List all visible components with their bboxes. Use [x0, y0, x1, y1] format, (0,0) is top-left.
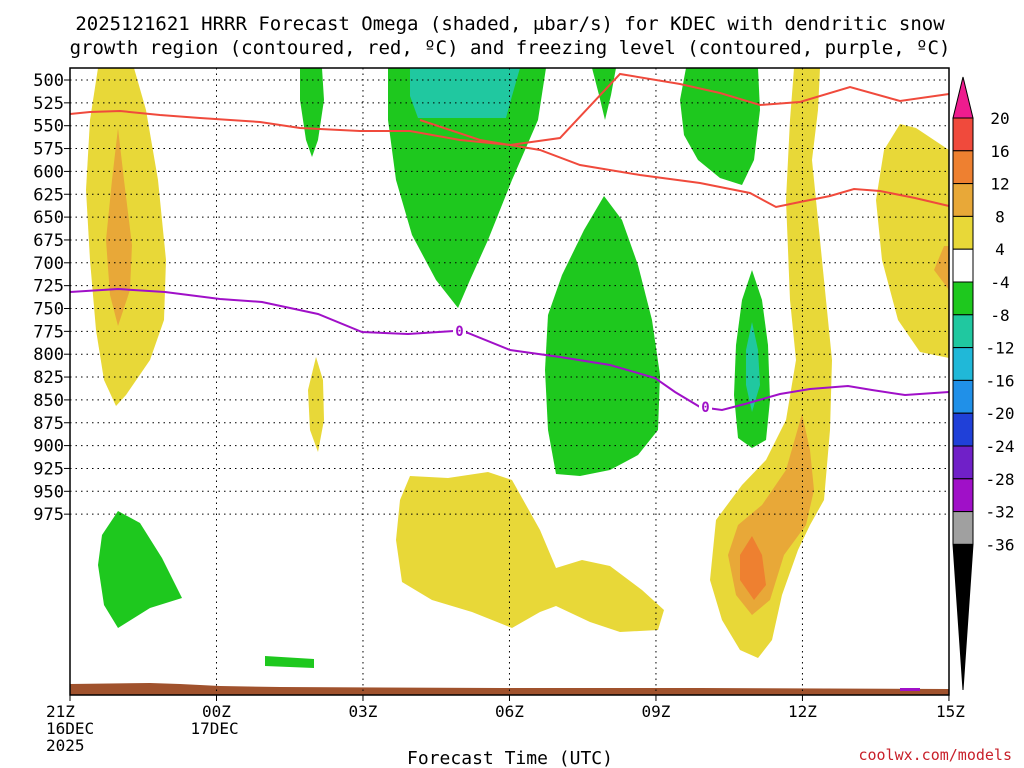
- colorbar: 20 16 12 8 4 -4 -8 -12 -16 -20 -24 -28 -32 -36: [952, 76, 1015, 691]
- x-tick-label: 21Z: [46, 702, 75, 721]
- credit-text: coolwx.com/models: [858, 746, 1012, 764]
- omega-region-upward-1: [388, 68, 546, 308]
- colorbar-segment: [952, 248, 974, 283]
- y-tick-label: 850: [33, 391, 64, 411]
- colorbar-label: -36: [986, 535, 1015, 554]
- dgz-contour-bottom: [419, 119, 950, 209]
- y-tick-label: 675: [33, 231, 64, 251]
- colorbar-segment: [952, 215, 974, 250]
- chart-subtitle: growth region (contoured, red, ºC) and f…: [70, 37, 951, 59]
- chart-title: 2025121621 HRRR Forecast Omega (shaded, …: [75, 13, 945, 35]
- colorbar-label: -12: [986, 339, 1015, 358]
- x-tick-label: 15Z: [936, 702, 965, 721]
- y-tick-label: 650: [33, 208, 64, 228]
- omega-region-downward-7: [740, 536, 766, 600]
- x-tick-label: 16DEC: [46, 719, 94, 738]
- freezing-label-bg-1: [453, 322, 466, 339]
- x-tick-label: 17DEC: [190, 719, 238, 738]
- terrain-marker: [900, 688, 920, 691]
- dgz-contour-top: [69, 72, 950, 147]
- colorbar-label: -16: [986, 371, 1015, 390]
- omega-region-downward-2: [106, 128, 132, 326]
- colorbar-label: 16: [990, 142, 1009, 161]
- omega-region-downward-4: [396, 472, 664, 632]
- x-tick-label: 03Z: [349, 702, 378, 721]
- y-tick-label: 550: [33, 117, 64, 137]
- freezing-label-2: 0: [701, 400, 709, 416]
- y-tick-label: 525: [33, 94, 64, 114]
- y-tick-label: 500: [33, 71, 64, 91]
- y-tick-label: 975: [33, 505, 64, 525]
- y-tick-label: 875: [33, 414, 64, 434]
- colorbar-segment: [952, 183, 974, 217]
- omega-region-upward-5: [680, 68, 760, 185]
- freezing-level-contour: [69, 287, 950, 412]
- y-tick-label: 775: [33, 322, 64, 342]
- freezing-label-bg-2: [699, 398, 712, 415]
- colorbar-segment: [952, 445, 974, 480]
- colorbar-segment: [952, 543, 974, 691]
- x-axis-title: Forecast Time (UTC): [407, 748, 613, 768]
- y-tick-label: 600: [33, 162, 64, 182]
- colorbar-segment: [952, 117, 974, 152]
- colorbar-label: 12: [990, 175, 1009, 194]
- omega-region-upward-2: [410, 68, 520, 118]
- y-tick-label: 925: [33, 459, 64, 479]
- omega-shading: [70, 68, 949, 695]
- omega-region-downward-9: [934, 246, 949, 290]
- omega-region-upward-3: [300, 68, 324, 157]
- colorbar-segment: [952, 412, 974, 447]
- colorbar-segment: [952, 347, 974, 381]
- colorbar-segment: [952, 511, 974, 545]
- y-tick-label: 900: [33, 437, 64, 457]
- omega-region-downward-8: [876, 124, 949, 358]
- colorbar-label: -4: [990, 273, 1009, 292]
- freezing-label-1: 0: [455, 324, 463, 340]
- colorbar-label: -20: [986, 404, 1015, 423]
- x-tick-label: 00Z: [202, 702, 231, 721]
- colorbar-label: -28: [986, 470, 1015, 489]
- colorbar-label: 4: [995, 240, 1005, 259]
- colorbar-label: 8: [995, 207, 1005, 226]
- omega-region-upward-9: [98, 511, 182, 628]
- colorbar-label: -24: [986, 437, 1015, 456]
- y-tick-label: 950: [33, 482, 64, 502]
- colorbar-segment: [952, 314, 974, 349]
- y-tick-label: 625: [33, 185, 64, 205]
- x-tick-label: 2025: [46, 736, 85, 755]
- y-tick-label: 700: [33, 254, 64, 274]
- y-tick-label: 575: [33, 140, 64, 160]
- colorbar-segment: [952, 76, 974, 119]
- colorbar-segment: [952, 281, 974, 316]
- x-tick-label: 12Z: [788, 702, 817, 721]
- y-tick-label: 750: [33, 300, 64, 320]
- colorbar-label: 20: [990, 109, 1009, 128]
- omega-region-upward-8: [746, 322, 760, 412]
- y-tick-label: 800: [33, 345, 64, 365]
- grid-lines: [70, 68, 949, 695]
- omega-region-downward-3: [308, 357, 324, 452]
- omega-region-upward-4: [592, 68, 616, 120]
- y-tick-label: 825: [33, 368, 64, 388]
- colorbar-label: -8: [990, 306, 1009, 325]
- colorbar-label: -32: [986, 503, 1015, 522]
- y-tick-label: 725: [33, 277, 64, 297]
- colorbar-segment: [952, 478, 974, 513]
- colorbar-segment: [952, 150, 974, 185]
- x-tick-label: 09Z: [642, 702, 671, 721]
- colorbar-segment: [952, 379, 974, 414]
- x-tick-label: 06Z: [495, 702, 524, 721]
- omega-region-upward-6: [545, 196, 660, 476]
- omega-region-upward-10: [265, 656, 314, 668]
- terrain-surface: [70, 683, 949, 695]
